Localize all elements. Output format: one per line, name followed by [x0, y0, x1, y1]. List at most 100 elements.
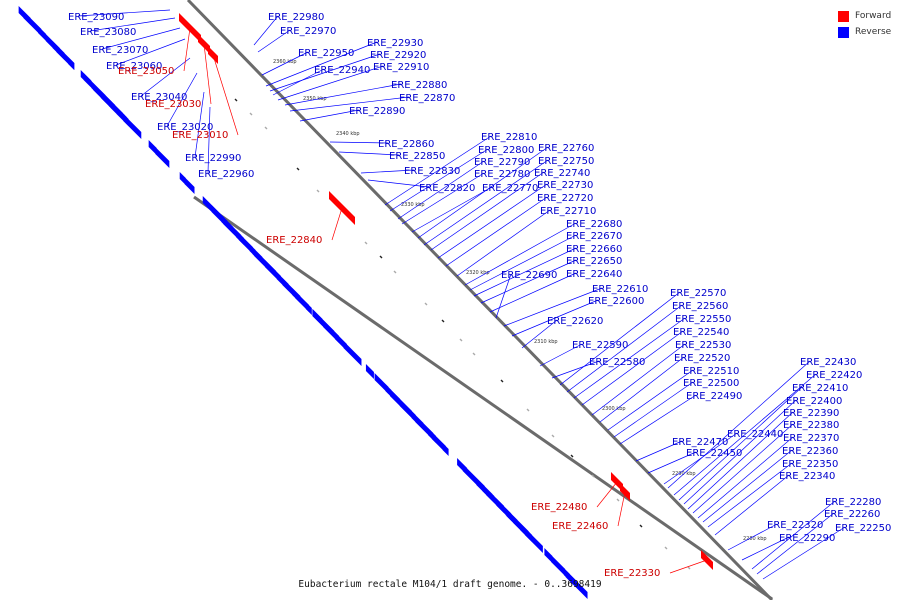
reverse-gene-arrow[interactable]	[38, 26, 47, 41]
reverse-gene-arrow[interactable]	[148, 140, 157, 155]
gene-label-reverse[interactable]: ERE_22250	[835, 523, 891, 534]
reverse-gene-arrow[interactable]	[565, 570, 588, 599]
gene-label-reverse[interactable]: ERE_22940	[314, 65, 370, 76]
gene-label-reverse[interactable]: ERE_22710	[540, 206, 596, 217]
gene-label-forward[interactable]: ERE_23050	[118, 66, 174, 77]
gene-label-reverse[interactable]: ERE_22410	[792, 383, 848, 394]
forward-gene-arrow[interactable]	[329, 191, 355, 225]
gene-label-reverse[interactable]: ERE_22890	[349, 106, 405, 117]
gene-label-forward[interactable]: ERE_23030	[145, 99, 201, 110]
gene-label-reverse[interactable]: ERE_22670	[566, 231, 622, 242]
gene-label-reverse[interactable]: ERE_22550	[675, 314, 731, 325]
gene-label-reverse[interactable]: ERE_23060	[106, 61, 162, 72]
gene-label-reverse[interactable]: ERE_22280	[825, 497, 881, 508]
gene-label-reverse[interactable]: ERE_22530	[675, 340, 731, 351]
gene-label-reverse[interactable]: ERE_22340	[779, 471, 835, 482]
reverse-gene-arrow[interactable]	[23, 11, 42, 36]
gene-label-reverse[interactable]: ERE_22750	[538, 156, 594, 167]
gene-label-reverse[interactable]: ERE_22730	[537, 180, 593, 191]
reverse-gene-arrow[interactable]	[295, 291, 310, 312]
gene-label-reverse[interactable]: ERE_22690	[501, 270, 557, 281]
gene-label-reverse[interactable]: ERE_22660	[566, 244, 622, 255]
reverse-gene-arrow[interactable]	[343, 341, 362, 366]
forward-gene-arrow[interactable]	[620, 483, 630, 501]
reverse-gene-arrow[interactable]	[442, 443, 449, 456]
gene-label-reverse[interactable]: ERE_22380	[783, 420, 839, 431]
gene-label-reverse[interactable]: ERE_22290	[779, 533, 835, 544]
gene-label-reverse[interactable]: ERE_22580	[589, 357, 645, 368]
forward-gene-arrow[interactable]	[701, 550, 713, 570]
gene-label-reverse[interactable]: ERE_22970	[280, 26, 336, 37]
gene-label-reverse[interactable]: ERE_22980	[268, 12, 324, 23]
gene-label-reverse[interactable]: ERE_22440	[727, 429, 783, 440]
gene-label-reverse[interactable]: ERE_22920	[370, 50, 426, 61]
reverse-gene-arrow[interactable]	[155, 147, 170, 168]
reverse-gene-arrow[interactable]	[551, 555, 566, 576]
reverse-gene-arrow[interactable]	[431, 432, 446, 453]
gene-label-reverse[interactable]: ERE_22800	[478, 145, 534, 156]
gene-label-reverse[interactable]: ERE_22650	[566, 256, 622, 267]
gene-label-reverse[interactable]: ERE_22720	[537, 193, 593, 204]
gene-label-reverse[interactable]: ERE_22780	[474, 169, 530, 180]
gene-label-reverse[interactable]: ERE_22560	[672, 301, 728, 312]
gene-label-reverse[interactable]: ERE_22910	[373, 62, 429, 73]
gene-label-forward[interactable]: ERE_22460	[552, 521, 608, 532]
gene-label-reverse[interactable]: ERE_23080	[80, 27, 136, 38]
reverse-gene-arrow[interactable]	[374, 373, 389, 394]
forward-gene-arrow[interactable]	[198, 34, 210, 54]
gene-label-reverse[interactable]: ERE_22590	[572, 340, 628, 351]
gene-label-reverse[interactable]: ERE_22820	[419, 183, 475, 194]
gene-label-reverse[interactable]: ERE_22830	[404, 166, 460, 177]
reverse-gene-arrow[interactable]	[385, 384, 392, 397]
gene-label-reverse[interactable]: ERE_22470	[672, 437, 728, 448]
gene-label-reverse[interactable]: ERE_22880	[391, 80, 447, 91]
forward-gene-arrow[interactable]	[208, 46, 218, 64]
reverse-gene-arrow[interactable]	[238, 233, 253, 254]
gene-label-reverse[interactable]: ERE_22570	[670, 288, 726, 299]
gene-label-reverse[interactable]: ERE_22870	[399, 93, 455, 104]
gene-label-reverse[interactable]: ERE_22420	[806, 370, 862, 381]
gene-label-reverse[interactable]: ERE_22260	[824, 509, 880, 520]
gene-label-reverse[interactable]: ERE_22770	[482, 183, 538, 194]
reverse-gene-arrow[interactable]	[123, 114, 142, 139]
gene-label-reverse[interactable]: ERE_23090	[68, 12, 124, 23]
gene-label-reverse[interactable]: ERE_22860	[378, 139, 434, 150]
reverse-gene-arrow[interactable]	[305, 302, 312, 315]
gene-label-reverse[interactable]: ERE_22360	[782, 446, 838, 457]
gene-label-reverse[interactable]: ERE_23070	[92, 45, 148, 56]
gene-label-forward[interactable]: ERE_23010	[172, 130, 228, 141]
gene-label-reverse[interactable]: ERE_22490	[686, 391, 742, 402]
gene-label-reverse[interactable]: ERE_22760	[538, 143, 594, 154]
reverse-gene-arrow[interactable]	[524, 528, 543, 553]
gene-label-forward[interactable]: ERE_22330	[604, 568, 660, 579]
gene-label-reverse[interactable]: ERE_22790	[474, 157, 530, 168]
gene-label-reverse[interactable]: ERE_22680	[566, 219, 622, 230]
gene-label-reverse[interactable]: ERE_22400	[786, 396, 842, 407]
gene-label-reverse[interactable]: ERE_22850	[389, 151, 445, 162]
forward-gene-arrow[interactable]	[179, 13, 201, 43]
gene-label-forward[interactable]: ERE_22840	[266, 235, 322, 246]
reverse-gene-arrow[interactable]	[83, 73, 92, 88]
gene-label-reverse[interactable]: ERE_22930	[367, 38, 423, 49]
reverse-gene-arrow[interactable]	[365, 364, 374, 379]
gene-label-reverse[interactable]: ERE_23040	[131, 92, 187, 103]
gene-label-reverse[interactable]: ERE_22370	[783, 433, 839, 444]
gene-label-reverse[interactable]: ERE_22620	[547, 316, 603, 327]
reverse-gene-arrow[interactable]	[56, 45, 75, 70]
gene-label-reverse[interactable]: ERE_22390	[783, 408, 839, 419]
gene-label-reverse[interactable]: ERE_22450	[686, 448, 742, 459]
gene-label-reverse[interactable]: ERE_22640	[566, 269, 622, 280]
gene-label-reverse[interactable]: ERE_23020	[157, 122, 213, 133]
gene-label-reverse[interactable]: ERE_22510	[683, 366, 739, 377]
gene-label-reverse[interactable]: ERE_22500	[683, 378, 739, 389]
gene-label-reverse[interactable]: ERE_22740	[534, 168, 590, 179]
gene-label-reverse[interactable]: ERE_22990	[185, 153, 241, 164]
gene-label-reverse[interactable]: ERE_22350	[782, 459, 838, 470]
gene-label-reverse[interactable]: ERE_22610	[592, 284, 648, 295]
gene-label-reverse[interactable]: ERE_22960	[198, 169, 254, 180]
gene-label-reverse[interactable]: ERE_22320	[767, 520, 823, 531]
gene-label-reverse[interactable]: ERE_22520	[674, 353, 730, 364]
reverse-gene-arrow[interactable]	[179, 172, 186, 185]
gene-label-reverse[interactable]: ERE_22950	[298, 48, 354, 59]
reverse-gene-arrow[interactable]	[544, 548, 553, 563]
